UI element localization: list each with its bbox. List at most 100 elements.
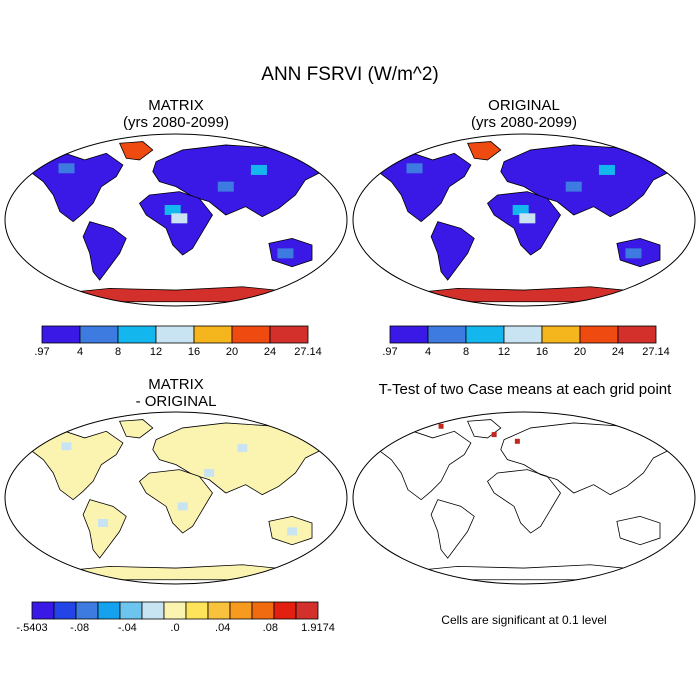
continent-africa: [486, 191, 561, 256]
colorbar-swatch: [155, 325, 195, 344]
panel-title-line2: (yrs 2080-2099): [471, 114, 577, 131]
colorbar-tick-label: .08: [262, 622, 278, 634]
panel-title-difference: MATRIX - ORIGINAL: [11, 376, 341, 410]
colorbar-tick-label: 16: [535, 346, 549, 358]
continent-australia: [616, 515, 661, 546]
continent-africa: [138, 469, 213, 534]
colorbar-tick-label: 4: [76, 346, 84, 358]
continent-africa: [138, 191, 213, 256]
continent-eurasia: [500, 422, 674, 496]
colorbar-swatch: [229, 601, 253, 620]
map-frame: [4, 133, 348, 307]
colorbar-tick-label: .0: [170, 622, 180, 634]
diff-patch: [177, 502, 188, 511]
map-frame: [352, 411, 696, 585]
colorbar-tick-label: -.08: [70, 622, 90, 634]
colorbar-tick-label: .97: [382, 346, 398, 358]
colorbar-swatch: [579, 325, 619, 344]
continent-namerica: [29, 151, 124, 223]
panel-title-line1: MATRIX: [148, 97, 204, 114]
colorbar-tick-label: 20: [573, 346, 587, 358]
map-difference: [4, 411, 348, 585]
colorbar-tick-label: 8: [114, 346, 122, 358]
colorbar-swatch: [207, 601, 231, 620]
colorbar-swatch: [251, 601, 275, 620]
colorbar-swatch: [617, 325, 657, 344]
panel-title-line2: - ORIGINAL: [135, 393, 217, 410]
map-original: [352, 133, 696, 307]
colorbar-swatch: [97, 601, 121, 620]
map-matrix: [4, 133, 348, 307]
colorbar-tick-label: .04: [215, 622, 231, 634]
colorbar-tick-label: 12: [149, 346, 163, 358]
colorbar-swatch: [427, 325, 467, 344]
colorbar-swatch: [389, 325, 429, 344]
field-patch: [512, 204, 529, 215]
colorbar-tick-label: 4: [424, 346, 432, 358]
field-patch: [598, 164, 615, 175]
colorbar-tick-label: 20: [225, 346, 239, 358]
significant-cell: [514, 438, 520, 444]
colorbar-tick-label: 27.14: [642, 346, 670, 358]
colorbar-tick-label: -.04: [117, 622, 137, 634]
field-patch: [565, 181, 582, 192]
continent-antarctica: [58, 286, 294, 303]
colorbar-swatch: [75, 601, 99, 620]
field-patch: [250, 164, 267, 175]
field-patch: [171, 213, 188, 224]
colorbar-tick-label: .97: [34, 346, 50, 358]
continent-namerica: [29, 429, 124, 501]
significant-cell: [491, 432, 497, 438]
colorbar-swatch: [295, 601, 319, 620]
panel-title-line1: ORIGINAL: [488, 97, 560, 114]
panel-title-line1: MATRIX: [148, 376, 204, 393]
continent-namerica: [377, 151, 472, 223]
colorbar-tick-label: 24: [263, 346, 277, 358]
colorbar-tick-label: 16: [187, 346, 201, 358]
colorbar-swatch: [231, 325, 271, 344]
colorbar-difference: [31, 601, 319, 620]
panel-title-ttest: T-Test of two Case means at each grid po…: [340, 381, 700, 398]
colorbar-swatch: [41, 325, 81, 344]
colorbar-original: [389, 325, 657, 344]
field-patch: [406, 163, 423, 174]
colorbar-tick-label: -.5403: [16, 622, 48, 634]
field-patch: [277, 248, 294, 259]
continent-samerica: [430, 221, 475, 281]
continent-greenland: [119, 419, 154, 439]
colorbar-tick-label: 24: [611, 346, 625, 358]
continent-antarctica: [406, 286, 642, 303]
continent-samerica: [430, 499, 475, 559]
continent-africa: [486, 469, 561, 534]
field-patch: [217, 181, 234, 192]
colorbar-swatch: [273, 601, 297, 620]
continent-greenland: [467, 141, 502, 161]
significant-cell: [438, 423, 444, 429]
field-patch: [519, 213, 536, 224]
colorbar-swatch: [465, 325, 505, 344]
map-frame: [352, 133, 696, 307]
colorbar-tick-label: 1.9174: [301, 622, 335, 634]
continent-samerica: [82, 221, 127, 281]
colorbar-swatch: [541, 325, 581, 344]
diff-patch: [204, 468, 215, 477]
colorbar-swatch: [503, 325, 543, 344]
colorbar-swatch: [119, 601, 143, 620]
map-ttest: [352, 411, 696, 585]
field-patch: [164, 204, 181, 215]
diff-patch: [287, 527, 298, 536]
colorbar-swatch: [53, 601, 77, 620]
colorbar-swatch: [193, 325, 233, 344]
colorbar-tick-label: 27.14: [294, 346, 322, 358]
colorbar-swatch: [163, 601, 187, 620]
colorbar-swatch: [31, 601, 55, 620]
figure-title: ANN FSRVI (W/m^2): [261, 64, 439, 85]
continent-greenland: [119, 141, 154, 161]
colorbar-tick-label: 8: [462, 346, 470, 358]
field-patch: [625, 248, 642, 259]
continent-namerica: [377, 429, 472, 501]
panel-title-line2: (yrs 2080-2099): [123, 114, 229, 131]
colorbar-swatch: [141, 601, 165, 620]
colorbar-swatch: [269, 325, 309, 344]
